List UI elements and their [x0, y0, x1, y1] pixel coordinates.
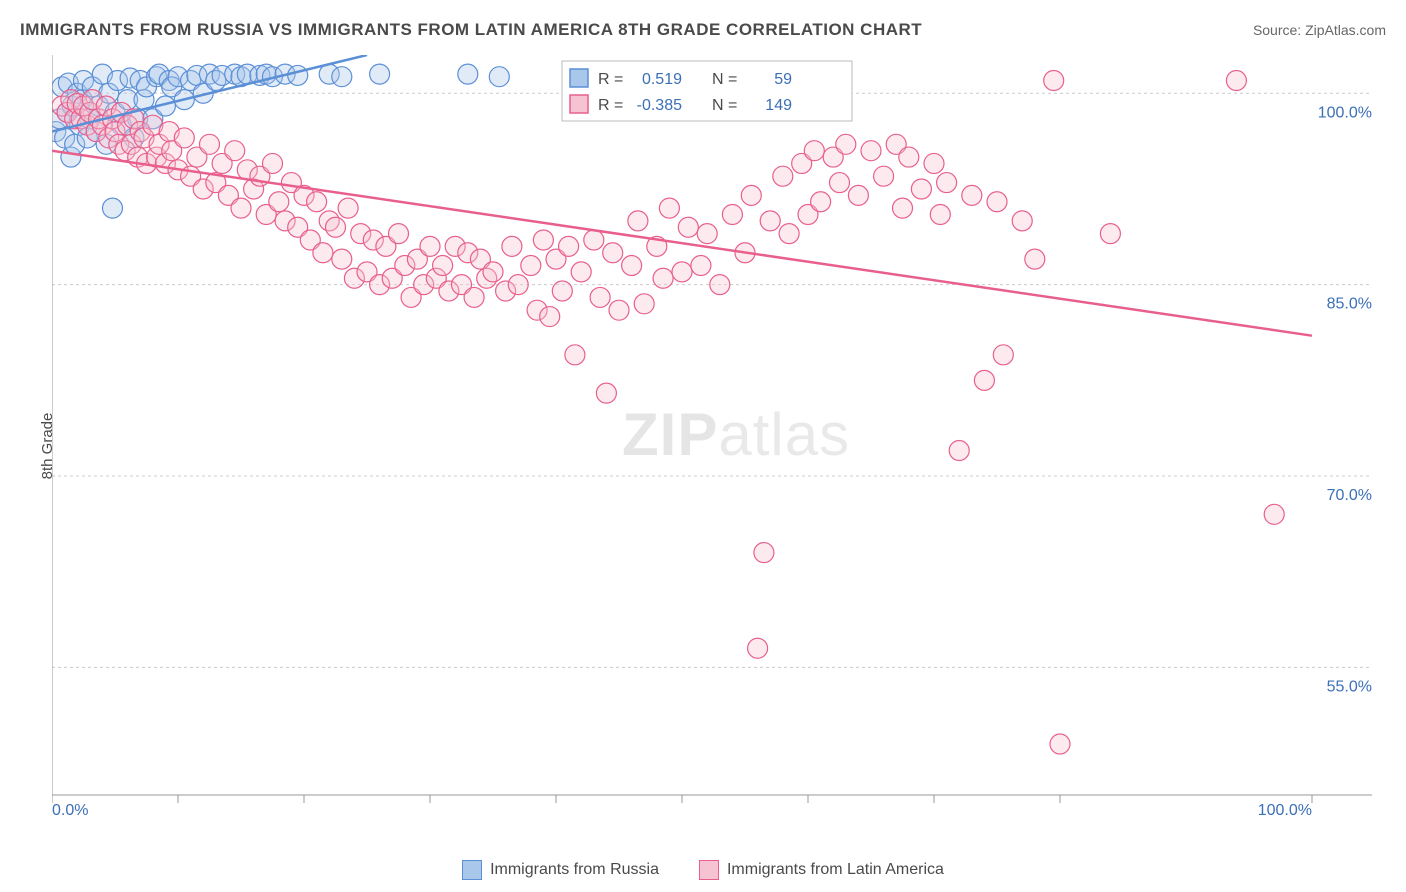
bottom-legend: Immigrants from Russia Immigrants from La…	[0, 860, 1406, 880]
x-tick-label: 0.0%	[52, 802, 88, 815]
legend-item: Immigrants from Russia	[462, 860, 659, 880]
chart-title: IMMIGRANTS FROM RUSSIA VS IMMIGRANTS FRO…	[20, 20, 922, 40]
legend-swatch	[699, 860, 719, 880]
legend-label: Immigrants from Latin America	[727, 861, 944, 879]
svg-text:-0.385: -0.385	[637, 97, 682, 114]
svg-text:R =: R =	[598, 97, 623, 114]
chart-plot-area: 0.0% 100.0% ZIPatlas R = 0.519 N = 59 R = -…	[52, 55, 1382, 815]
svg-text:N =: N =	[712, 71, 737, 88]
svg-text:149: 149	[765, 97, 792, 114]
svg-text:59: 59	[774, 71, 792, 88]
y-tick-label: 70.0%	[1327, 487, 1372, 504]
svg-text:0.519: 0.519	[642, 71, 682, 88]
x-tick-label: 100.0%	[1258, 802, 1312, 815]
source-attribution: Source: ZipAtlas.com	[1253, 22, 1386, 38]
legend-item: Immigrants from Latin America	[699, 860, 944, 880]
legend-label: Immigrants from Russia	[490, 861, 659, 879]
svg-text:N =: N =	[712, 97, 737, 114]
svg-text:ZIPatlas: ZIPatlas	[622, 401, 850, 468]
svg-text:R =: R =	[598, 71, 623, 88]
y-tick-label: 100.0%	[1318, 104, 1372, 121]
y-tick-label: 55.0%	[1327, 678, 1372, 695]
y-tick-label: 85.0%	[1327, 296, 1372, 313]
legend-swatch	[462, 860, 482, 880]
